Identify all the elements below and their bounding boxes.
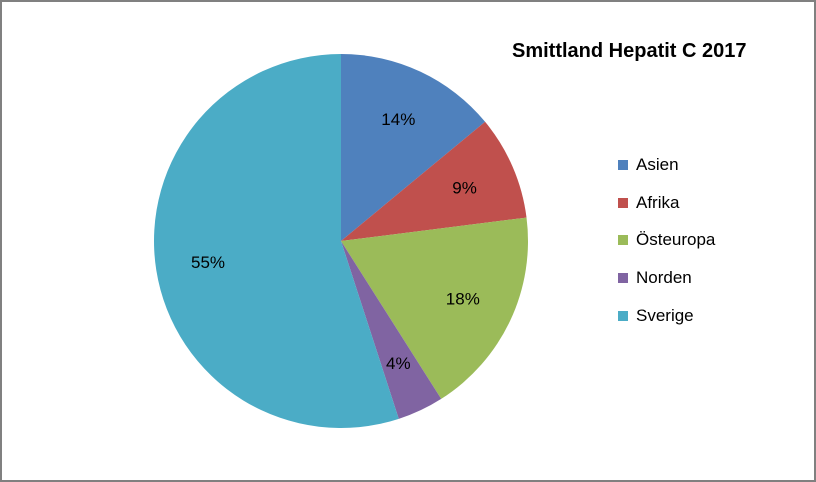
data-label-östeuropa: 18% (446, 289, 480, 308)
legend-swatch (618, 272, 628, 283)
legend-swatch (618, 235, 628, 246)
legend-label: Afrika (636, 192, 680, 212)
pie-slice-afrika (341, 121, 527, 241)
legend-swatch (618, 197, 628, 208)
legend-swatch (618, 310, 628, 321)
data-label-sverige: 55% (191, 253, 225, 272)
legend-item-sverige: Sverige (618, 297, 715, 335)
pie-slice-asien (341, 54, 486, 241)
pie-slice-östeuropa (341, 217, 528, 399)
legend-item-afrika: Afrika (618, 184, 715, 222)
pie-slice-sverige (154, 54, 399, 429)
data-label-afrika: 9% (452, 179, 477, 198)
legend-swatch (618, 159, 628, 170)
legend-label: Östeuropa (636, 230, 716, 250)
pie-slice-norden (341, 241, 442, 419)
legend-label: Asien (636, 154, 679, 174)
data-label-asien: 14% (381, 110, 415, 129)
legend-label: Sverige (636, 305, 694, 325)
legend: Asien Afrika Östeuropa Norden Sverige (618, 146, 715, 334)
legend-item-norden: Norden (618, 259, 715, 297)
chart-title: Smittland Hepatit C 2017 (512, 40, 747, 62)
legend-item-östeuropa: Östeuropa (618, 221, 715, 259)
legend-label: Norden (636, 267, 692, 287)
legend-item-asien: Asien (618, 146, 715, 184)
data-label-norden: 4% (386, 354, 411, 373)
